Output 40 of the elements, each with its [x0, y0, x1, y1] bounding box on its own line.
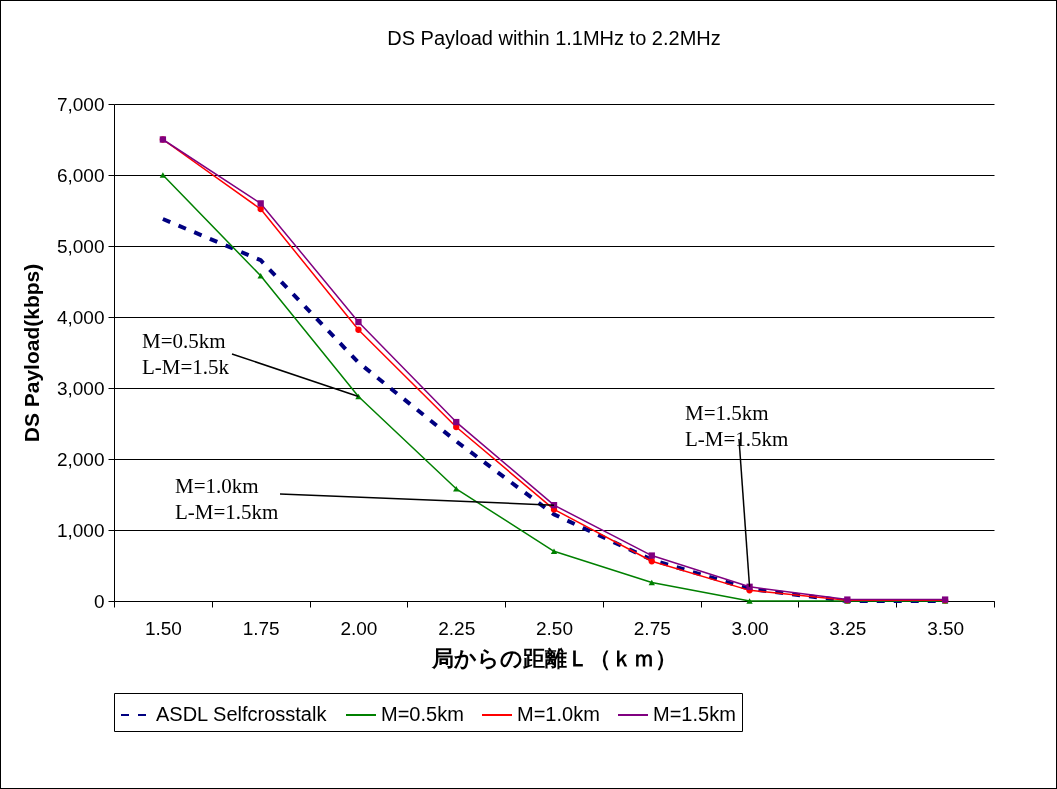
x-tick-label: 1.75: [242, 617, 280, 639]
y-tick-label: 1,000: [56, 519, 105, 541]
chart-title: DS Payload within 1.1MHz to 2.2MHz: [387, 27, 721, 49]
y-tick-label: 0: [93, 590, 105, 612]
point: [257, 205, 264, 213]
point: [746, 598, 753, 604]
x-tick-label: 3.00: [731, 617, 769, 639]
y-tick-label: 3,000: [56, 377, 105, 399]
point: [453, 418, 460, 426]
legend-label: M=0.5km: [381, 703, 464, 725]
x-tick-label: 2.00: [340, 617, 378, 639]
y-tick-label: 2,000: [56, 448, 105, 470]
point: [648, 552, 655, 559]
x-tick-label: 2.25: [438, 617, 476, 639]
legend-label: M=1.5km: [653, 703, 736, 725]
x-tick-label: 1.50: [144, 617, 182, 639]
point: [746, 583, 753, 590]
x-tick-label: 2.50: [536, 617, 573, 639]
y-axis-title: DS Payload(kbps): [19, 263, 43, 443]
annotation: M=1.5km L-M=1.5km: [685, 401, 789, 451]
x-axis-title: 局からの距離Ｌ（ｋｍ）: [431, 645, 677, 671]
annotation: M=1.0km L-M=1.5km: [175, 474, 279, 524]
point: [257, 273, 264, 279]
y-tick-label: 6,000: [56, 164, 105, 186]
point: [355, 318, 362, 326]
x-tick-label: 3.50: [927, 617, 965, 639]
y-tick-label: 4,000: [56, 306, 105, 328]
point: [257, 200, 264, 207]
point: [355, 326, 362, 333]
legend-label: ASDL Selfcrosstalk: [156, 703, 328, 725]
point: [159, 172, 167, 178]
annotation: M=0.5km L-M=1.5k: [142, 329, 230, 379]
point: [648, 558, 655, 565]
y-tick-label: 7,000: [56, 93, 105, 115]
x-tick-label: 3.25: [829, 617, 867, 639]
x-tick-label: 2.75: [633, 617, 671, 639]
legend-label: M=1.0km: [517, 703, 600, 725]
point: [550, 548, 558, 555]
point: [453, 486, 460, 492]
y-tick-label: 5,000: [56, 235, 105, 257]
